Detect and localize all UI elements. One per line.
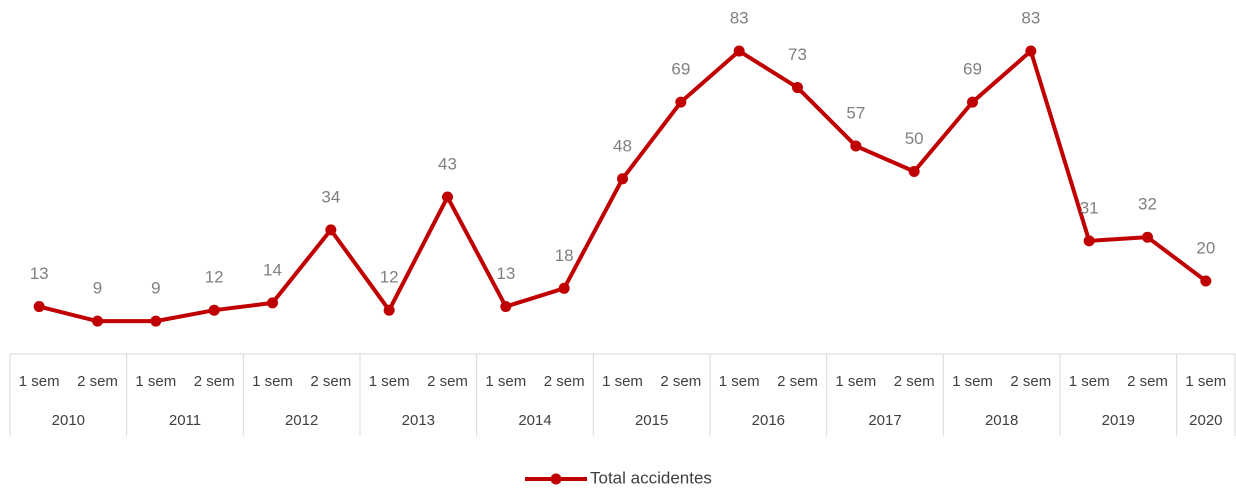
data-label: 73 bbox=[788, 45, 807, 64]
x-tick-label: 2 sem bbox=[1010, 373, 1051, 390]
point bbox=[383, 304, 395, 316]
x-tick-label: 2 sem bbox=[1127, 373, 1168, 390]
data-label: 43 bbox=[438, 155, 457, 174]
group-label: 2018 bbox=[985, 412, 1018, 429]
group-label: 2015 bbox=[635, 412, 668, 429]
point bbox=[150, 315, 162, 327]
data-label: 69 bbox=[963, 60, 982, 79]
group-label: 2010 bbox=[52, 412, 85, 429]
data-label: 83 bbox=[1021, 9, 1040, 28]
point bbox=[267, 297, 278, 309]
x-tick-label: 2 sem bbox=[894, 373, 935, 390]
x-tick-label: 1 sem bbox=[135, 373, 176, 390]
group-label: 2011 bbox=[169, 412, 201, 429]
x-tick-label: 1 sem bbox=[835, 373, 876, 390]
x-tick-label: 1 sem bbox=[952, 373, 993, 390]
x-tick-label: 1 sem bbox=[252, 373, 293, 390]
legend-marker bbox=[550, 473, 562, 485]
data-label: 9 bbox=[93, 279, 102, 298]
x-tick-label: 2 sem bbox=[194, 373, 235, 390]
data-label: 57 bbox=[846, 103, 865, 122]
point bbox=[675, 96, 687, 108]
data-label: 69 bbox=[671, 60, 690, 79]
point bbox=[792, 82, 803, 94]
point bbox=[1083, 235, 1095, 247]
data-label: 18 bbox=[555, 246, 574, 265]
point bbox=[1025, 45, 1037, 57]
group-label: 2017 bbox=[868, 412, 901, 429]
point bbox=[617, 173, 628, 185]
data-label: 48 bbox=[613, 136, 632, 155]
x-tick-label: 2 sem bbox=[660, 373, 701, 390]
point bbox=[442, 191, 453, 203]
group-label: 2016 bbox=[752, 412, 785, 429]
point bbox=[33, 301, 45, 313]
x-tick-label: 1 sem bbox=[485, 373, 526, 390]
group-label: 2020 bbox=[1189, 412, 1222, 429]
data-label: 32 bbox=[1138, 195, 1157, 214]
legend-label: Total accidentes bbox=[590, 468, 712, 487]
data-label: 9 bbox=[151, 279, 160, 298]
data-label: 13 bbox=[496, 264, 515, 283]
point bbox=[1142, 231, 1153, 243]
point bbox=[208, 304, 220, 316]
point bbox=[908, 166, 920, 177]
data-label: 13 bbox=[30, 264, 49, 283]
data-label: 12 bbox=[380, 268, 399, 287]
group-label: 2019 bbox=[1102, 412, 1135, 429]
x-tick-label: 2 sem bbox=[77, 373, 118, 390]
point bbox=[967, 96, 978, 108]
data-label: 20 bbox=[1196, 238, 1215, 257]
point bbox=[325, 224, 337, 236]
data-label: 14 bbox=[263, 260, 282, 279]
data-label: 50 bbox=[905, 129, 924, 148]
group-label: 2014 bbox=[518, 412, 551, 429]
data-label: 12 bbox=[205, 268, 224, 287]
x-tick-label: 1 sem bbox=[602, 373, 643, 390]
group-label: 2012 bbox=[285, 412, 318, 429]
x-tick-label: 1 sem bbox=[1185, 373, 1226, 390]
data-label: 34 bbox=[321, 187, 340, 206]
point bbox=[500, 301, 512, 313]
x-tick-label: 2 sem bbox=[427, 373, 468, 390]
x-tick-label: 2 sem bbox=[544, 373, 585, 390]
point bbox=[733, 45, 745, 57]
point bbox=[558, 282, 570, 294]
x-tick-label: 2 sem bbox=[310, 373, 351, 390]
point bbox=[1200, 275, 1212, 287]
point bbox=[92, 315, 103, 327]
group-label: 2013 bbox=[402, 412, 435, 429]
point bbox=[850, 140, 862, 152]
x-tick-label: 2 sem bbox=[777, 373, 818, 390]
x-tick-label: 1 sem bbox=[369, 373, 410, 390]
data-label: 31 bbox=[1080, 198, 1099, 217]
data-label: 83 bbox=[730, 9, 749, 28]
x-tick-label: 1 sem bbox=[1069, 373, 1110, 390]
x-tick-label: 1 sem bbox=[19, 373, 60, 390]
x-tick-label: 1 sem bbox=[719, 373, 760, 390]
